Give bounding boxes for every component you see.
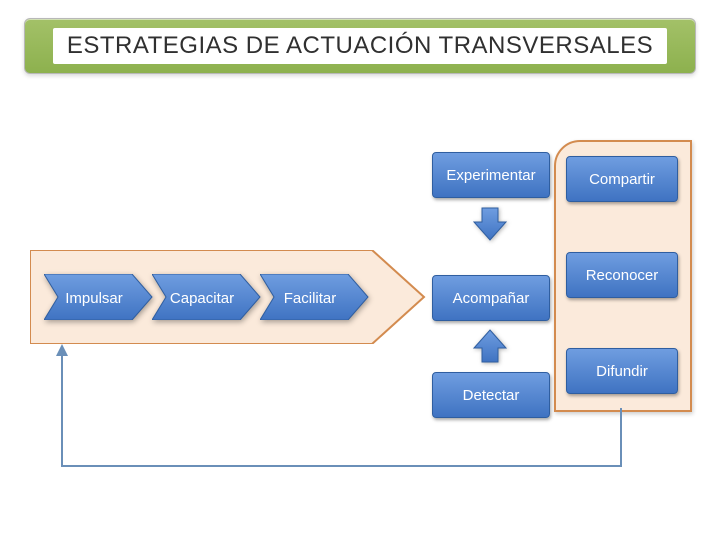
- title-bar: ESTRATEGIAS DE ACTUACIÓN TRANSVERSALES: [24, 18, 696, 74]
- page-title: ESTRATEGIAS DE ACTUACIÓN TRANSVERSALES: [53, 28, 667, 64]
- feedback-connector: [0, 74, 720, 534]
- diagram-stage: Impulsar Capacitar Facilitar Experimenta…: [0, 74, 720, 534]
